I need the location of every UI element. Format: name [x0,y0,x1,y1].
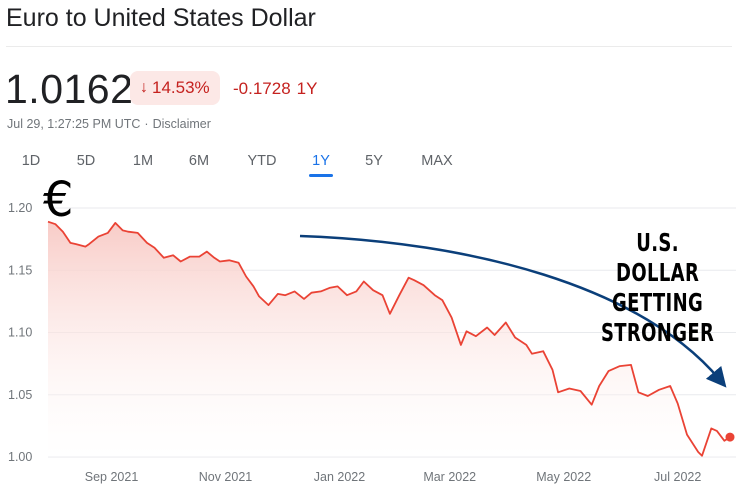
annotation-text: U.S. DOLLAR GETTING STRONGER [600,228,715,348]
range-tab-ytd[interactable]: YTD [247,153,277,169]
absolute-change-value: -0.1728 [233,79,291,98]
x-tick-label: Sep 2021 [85,470,139,484]
y-axis-ticks: 1.20 1.15 1.10 1.05 1.00 [8,201,32,464]
y-tick-label: 1.05 [8,388,32,402]
percent-change-badge: ↓ 14.53% [130,71,220,105]
timestamp: Jul 29, 1:27:25 PM UTC [7,117,141,131]
range-tab-max[interactable]: MAX [421,153,453,169]
page-title: Euro to United States Dollar [6,4,316,32]
range-tab-1d[interactable]: 1D [21,153,41,169]
meta-separator: · [144,117,149,131]
annotation-line-2: GETTING [612,288,704,317]
x-tick-label: Jan 2022 [314,470,365,484]
active-range-underline [309,174,333,177]
range-tab-5d[interactable]: 5D [76,153,96,169]
price-meta: Jul 29, 1:27:25 PM UTC · Disclaimer [7,117,211,131]
annotation-line-1: U.S. DOLLAR [616,228,700,287]
x-tick-label: Jul 2022 [654,470,701,484]
y-tick-label: 1.15 [8,263,32,277]
absolute-change: -0.1728 1Y [233,79,317,99]
euro-symbol: € [43,172,74,228]
last-price-dot [725,432,735,442]
trend-arrow [299,234,727,388]
x-tick-label: Mar 2022 [423,470,476,484]
disclaimer-link[interactable]: Disclaimer [152,117,211,131]
price-area-fill [48,221,730,457]
range-tab-5y[interactable]: 5Y [365,153,383,169]
price-line [47,220,731,457]
range-tab-1m[interactable]: 1M [132,153,154,169]
x-tick-label: Nov 2021 [199,470,253,484]
y-tick-label: 1.10 [8,326,32,340]
x-tick-label: May 2022 [536,470,591,484]
percent-change-value: 14.53% [152,78,210,97]
y-tick-label: 1.20 [8,201,32,215]
x-axis-ticks: Sep 2021 Nov 2021 Jan 2022 Mar 2022 May 2022… [85,470,702,484]
header-divider [6,46,732,47]
range-tab-1y[interactable]: 1Y [312,153,330,169]
annotation-line-3: STRONGER [600,318,715,347]
range-tab-6m[interactable]: 6M [188,153,210,169]
y-tick-label: 1.00 [8,450,32,464]
current-price: 1.0162 [5,66,134,112]
arrow-down-icon: ↓ [140,79,148,96]
change-period: 1Y [296,79,318,98]
